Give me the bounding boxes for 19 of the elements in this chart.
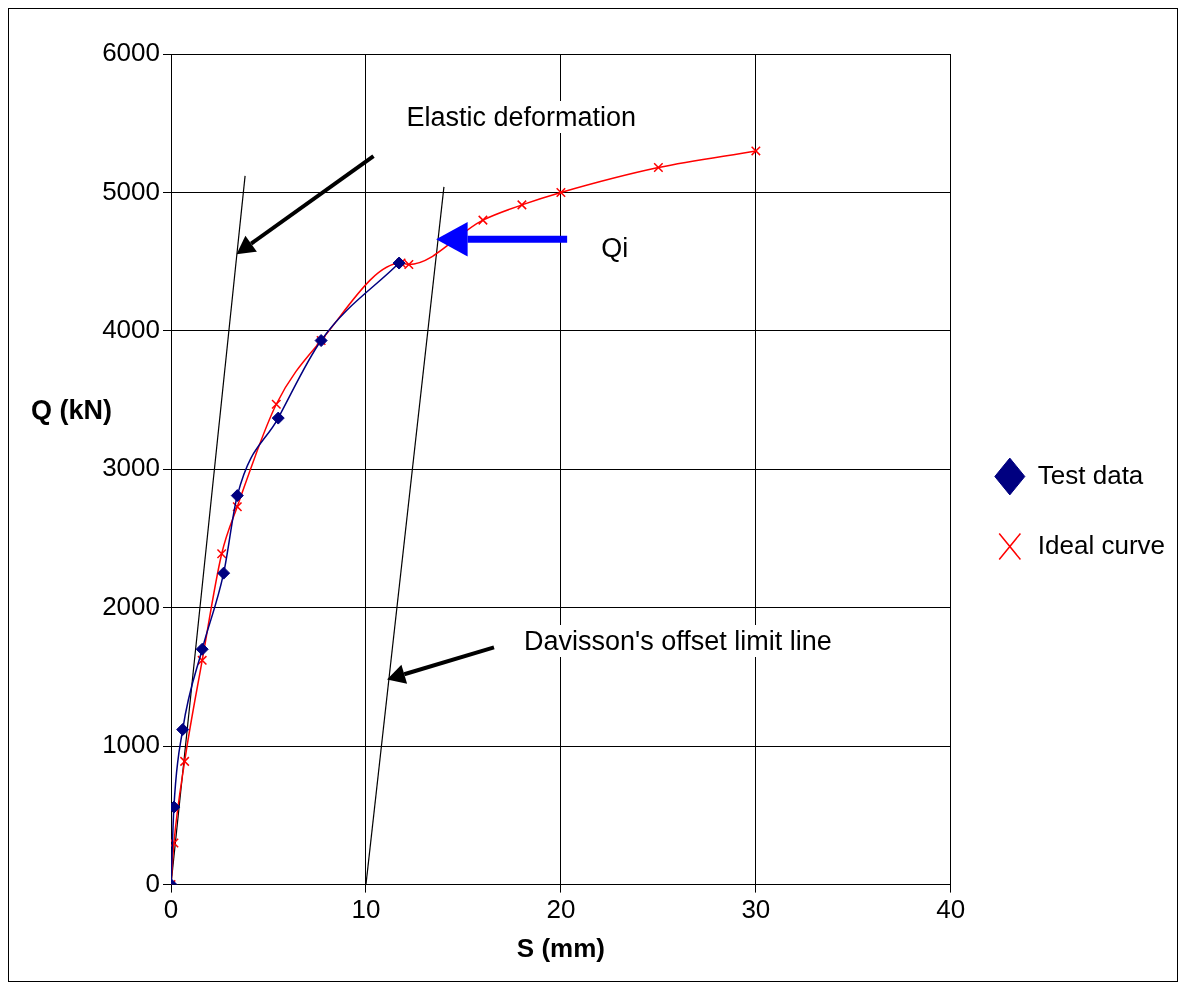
annotation: Davisson's offset limit line bbox=[524, 625, 832, 658]
annotation: Elastic deformation bbox=[406, 101, 637, 134]
y-tick-label: 1000 bbox=[102, 729, 160, 760]
y-tick-label: 4000 bbox=[102, 314, 160, 345]
y-tick-label: 6000 bbox=[102, 37, 160, 68]
legend-label: Test data bbox=[1037, 459, 1144, 490]
x-tick-label: 30 bbox=[741, 894, 771, 925]
y-tick-label: 5000 bbox=[102, 175, 160, 206]
annotation: Qi bbox=[601, 232, 629, 265]
x-tick-label: 20 bbox=[546, 894, 576, 925]
legend-label: Ideal curve bbox=[1037, 529, 1166, 560]
x-axis-title: S (mm) bbox=[516, 932, 605, 963]
y-axis-title: Q (kN) bbox=[31, 394, 112, 425]
y-tick-label: 2000 bbox=[102, 590, 160, 621]
x-tick-label: 0 bbox=[163, 894, 179, 925]
x-tick-label: 10 bbox=[351, 894, 381, 925]
y-tick-label: 0 bbox=[145, 867, 160, 898]
y-tick-label: 3000 bbox=[102, 452, 160, 483]
x-tick-label: 40 bbox=[936, 894, 966, 925]
